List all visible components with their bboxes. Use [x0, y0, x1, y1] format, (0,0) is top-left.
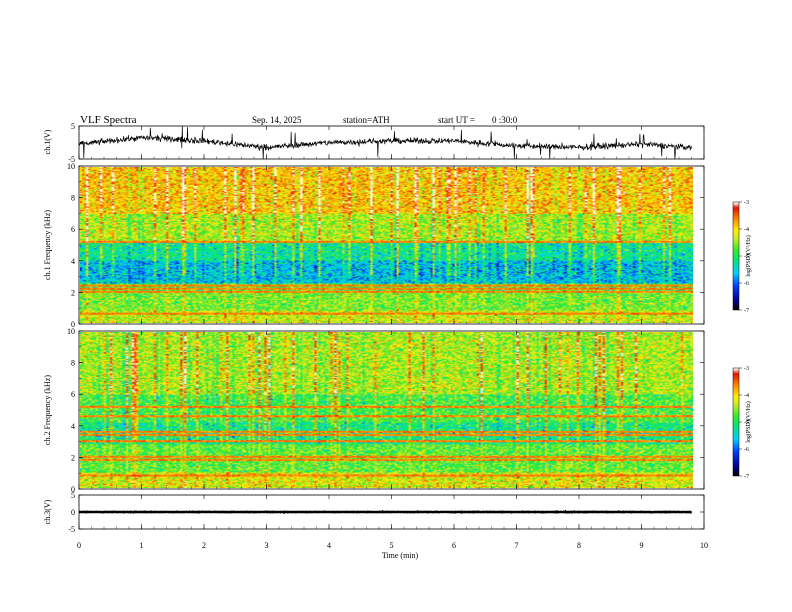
station-label: station=ATH: [343, 115, 390, 125]
ch2-spec-ytick-label: 2: [71, 453, 75, 462]
ch2-spec-ytick-label: 4: [71, 422, 75, 431]
xtick-label: 4: [327, 541, 331, 550]
figure-title: VLF Spectra: [80, 114, 137, 126]
ch1-ytick-label: -5: [68, 155, 75, 164]
xtick-label: 2: [202, 541, 206, 550]
xtick-label: 5: [390, 541, 394, 550]
ch3-ylabel: ch.3(V): [43, 499, 52, 524]
ch1-spec-ytick-label: 4: [71, 257, 75, 266]
ch2-colorbar-label: log(PSD)(V²/Hz): [745, 401, 752, 442]
ch2-colorbar-tick-label: -7: [744, 474, 749, 480]
xtick-label: 3: [265, 541, 269, 550]
ch1-spec-ytick-label: 10: [67, 162, 75, 171]
xtick-label: 10: [700, 541, 708, 550]
ch2-colorbar-tick-label: -5: [744, 420, 749, 426]
ch3-ytick-label: 0: [71, 508, 75, 517]
xtick-label: 0: [77, 541, 81, 550]
ch1-ylabel: ch.1(V): [43, 129, 52, 154]
ch1-spec-ytick-label: 0: [71, 320, 75, 329]
ch2-colorbar-tick-label: -4: [744, 393, 749, 399]
ch2-spec-ytick-label: 0: [71, 485, 75, 494]
ch1-spectrogram-image: [80, 167, 693, 323]
ch1-colorbar-tick-label: -5: [744, 254, 749, 260]
ch1-spec-ytick-label: 8: [71, 194, 75, 203]
ch2-colorbar-tick-label: -6: [744, 447, 749, 453]
ch2-spec-ytick-label: 10: [67, 327, 75, 336]
ch2-colorbar-image: [733, 368, 739, 476]
xtick-label: 7: [515, 541, 519, 550]
ch1-colorbar-tick-label: -4: [744, 227, 749, 233]
ch1-colorbar-tick-label: -7: [744, 308, 749, 314]
ch1-colorbar-label: log(PSD)(V²/Hz): [745, 235, 752, 276]
ch1-spec-ytick-label: 2: [71, 288, 75, 297]
ch2-colorbar-tick-label: -3: [744, 366, 749, 372]
xtick-label: 6: [452, 541, 456, 550]
ch3-ytick-label: 5: [71, 491, 75, 500]
start-ut-label: start UT =: [438, 115, 475, 125]
ch3-ytick-label: -5: [68, 525, 75, 534]
date-label: Sep. 14, 2025: [252, 115, 302, 125]
ch2-spec-ytick-label: 8: [71, 359, 75, 368]
ch2-spec-ytick-label: 6: [71, 390, 75, 399]
xtick-label: 9: [640, 541, 644, 550]
start-ut-value: 0 :30:0: [492, 115, 518, 125]
ch1-colorbar-tick-label: -6: [744, 281, 749, 287]
ch1-colorbar-image: [733, 202, 739, 310]
ch2-spectrogram-image: [80, 332, 693, 488]
ch1-spectrogram-ylabel: ch.1 Frequency (kHz): [43, 210, 52, 280]
ch1-spec-ytick-label: 6: [71, 225, 75, 234]
xtick-label: 1: [140, 541, 144, 550]
x-axis-label: Time (min): [382, 551, 419, 560]
ch1-colorbar-tick-label: -3: [744, 200, 749, 206]
xtick-label: 8: [577, 541, 581, 550]
ch2-spectrogram-ylabel: ch.2 Frequency (kHz): [43, 375, 52, 445]
ch3-waveform-line: [78, 509, 693, 515]
ch1-waveform-line: [78, 125, 692, 160]
ch1-ytick-label: 5: [71, 122, 75, 131]
